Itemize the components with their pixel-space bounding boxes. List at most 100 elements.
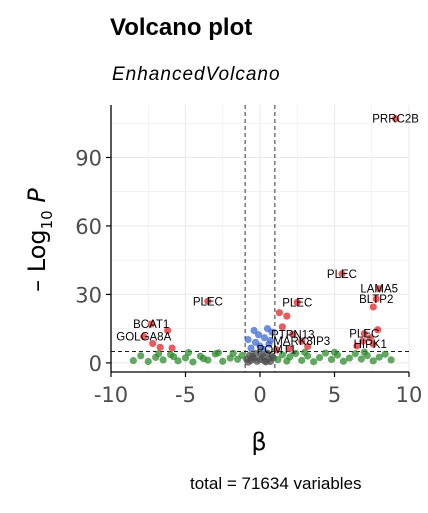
point-both	[375, 285, 383, 293]
point-label: PTPN13	[271, 329, 314, 341]
y-tick-label: 60	[75, 215, 102, 239]
x-ticks: -10 -5 0 5 10	[94, 372, 423, 407]
point-ns	[260, 357, 269, 365]
point-both	[140, 333, 148, 341]
point-both	[286, 345, 294, 353]
point-label: HIPK1	[354, 339, 387, 351]
point-both	[283, 312, 291, 320]
point-log2fc	[321, 349, 330, 357]
point-log2fc	[298, 356, 306, 364]
point-log2fc	[357, 355, 365, 363]
point-p	[250, 326, 258, 335]
point-both	[164, 326, 172, 335]
point-both	[298, 337, 306, 345]
x-tick-label: 0	[253, 383, 266, 407]
x-tick-label: 5	[328, 383, 341, 407]
point-log2fc	[375, 353, 383, 361]
point-both	[293, 298, 301, 306]
point-ns	[248, 352, 257, 361]
point-log2fc	[278, 351, 286, 359]
point-log2fc	[181, 354, 190, 362]
point-label: PLEC	[282, 297, 312, 309]
point-both	[149, 339, 157, 348]
point-label: PLEC	[193, 296, 223, 308]
point-label: BCAT1	[133, 319, 169, 331]
point-log2fc	[316, 354, 324, 362]
point-log2fc	[330, 348, 339, 356]
grid-lines	[110, 105, 410, 372]
point-both	[275, 309, 283, 317]
point-log2fc	[292, 349, 300, 358]
point-p	[263, 325, 272, 333]
point-log2fc	[351, 350, 359, 358]
chart-title: Volcano plot	[110, 14, 253, 41]
y-ticks: 0 30 60 90	[75, 146, 111, 376]
data-points	[129, 115, 400, 366]
point-log2fc	[310, 358, 318, 366]
y-axis-label: – Log10 P	[23, 188, 56, 292]
point-label: POMT1	[257, 345, 297, 357]
point-log2fc	[137, 352, 145, 360]
point-log2fc	[339, 357, 348, 365]
y-axis-label-prefix: – Log	[23, 229, 51, 292]
x-tick-label: 10	[396, 383, 423, 407]
point-p	[260, 334, 269, 342]
point-log2fc	[169, 353, 178, 361]
y-axis-label-subscript: 10	[38, 210, 56, 229]
y-axis-label-suffix: P	[23, 188, 51, 211]
point-both	[360, 330, 368, 338]
point-log2fc	[345, 354, 353, 362]
point-log2fc	[387, 356, 395, 364]
point-log2fc	[214, 349, 222, 357]
point-log2fc	[360, 348, 368, 356]
point-log2fc	[229, 349, 237, 357]
point-p	[247, 344, 255, 352]
point-both	[374, 326, 382, 334]
point-log2fc	[381, 350, 389, 358]
point-label: MARK8IP3	[273, 336, 330, 348]
point-log2fc	[159, 356, 167, 364]
point-both	[359, 337, 367, 345]
point-label: BLTP2	[359, 294, 393, 306]
point-both	[304, 342, 312, 351]
point-both	[391, 115, 400, 123]
y-tick-label: 30	[75, 283, 102, 307]
point-both	[168, 344, 176, 352]
point-log2fc	[199, 354, 207, 363]
point-both	[156, 343, 164, 351]
point-ns	[266, 357, 275, 366]
point-both	[272, 346, 280, 354]
point-label: PRRC2B	[372, 114, 419, 126]
x-tick-label: -5	[175, 383, 196, 407]
point-both	[147, 320, 155, 328]
point-both	[369, 340, 377, 348]
point-both	[338, 270, 346, 278]
point-both	[369, 303, 377, 311]
point-both	[353, 342, 361, 350]
x-axis-label: β	[251, 428, 266, 456]
point-label: GOLGA8A	[116, 332, 171, 344]
point-log2fc	[301, 348, 309, 356]
chart-subtitle: EnhancedVolcano	[112, 64, 281, 85]
point-label: PLEC	[327, 269, 357, 281]
point-both	[372, 295, 380, 303]
point-log2fc	[286, 353, 294, 361]
point-log2fc	[144, 357, 152, 366]
y-tick-label: 0	[89, 352, 102, 376]
point-label: PLEC	[349, 329, 379, 341]
point-log2fc	[155, 350, 163, 358]
point-both	[366, 334, 374, 342]
point-p	[266, 336, 275, 345]
point-log2fc	[327, 355, 336, 364]
point-log2fc	[129, 356, 137, 365]
point-p	[244, 335, 252, 344]
point-log2fc	[189, 358, 197, 366]
point-label: LAMA5	[360, 284, 398, 296]
x-tick-label: -10	[94, 383, 128, 407]
chart-caption: total = 71634 variables	[190, 474, 362, 493]
point-p	[259, 345, 267, 353]
point-p	[254, 331, 263, 339]
point-log2fc	[219, 357, 227, 365]
point-log2fc	[238, 351, 246, 359]
